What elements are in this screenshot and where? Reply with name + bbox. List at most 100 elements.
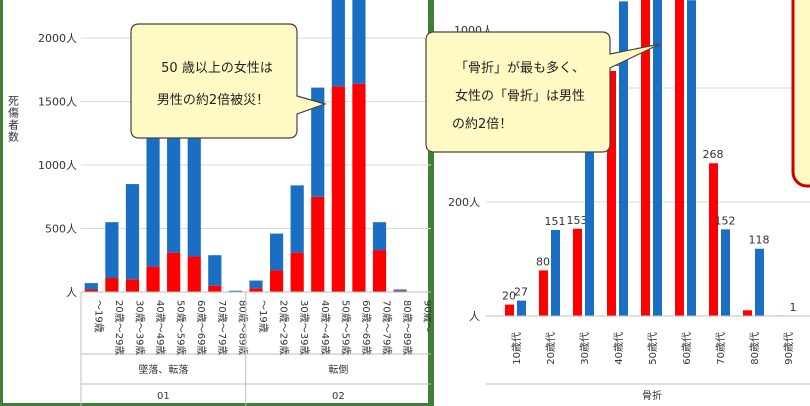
y-tick-label: 200人 [448,196,480,209]
x-category-label: 50歳代 [647,332,659,365]
x-category-label: 50歳～59歳 [339,300,351,355]
x-category-label: 30歳～39歳 [298,300,310,355]
x-category-label: 50歳～59歳 [175,300,187,355]
x-category-label: ～19歳 [92,300,104,333]
x-category-label: 80歳～89歳 [401,300,413,355]
bar-female [372,250,387,292]
bar-male [687,0,696,316]
data-label: 268 [703,148,724,161]
bar-male [755,248,764,316]
data-label: 27 [514,286,528,299]
bar-male [517,300,526,316]
x-category-label: 60歳～69歳 [360,300,372,355]
y-tick-label: 500人 [45,223,77,236]
bar-male [311,87,325,197]
data-label: 80 [536,255,550,268]
bar-female [105,278,119,292]
x-category-label: 90歳代 [783,332,795,365]
group-code-label: 02 [332,391,345,402]
bar-male [551,229,560,316]
x-category-label: 30歳代 [579,332,591,365]
bar-female [505,304,514,316]
left-chart-panel: 人 500人 1000人 1500人 2000人死傷者数 ～19歳 20歳～29歳 30歳～3… [0,0,434,406]
y-tick-label: 1500人 [38,96,77,109]
bar-female [352,83,366,292]
bar-male [721,229,730,316]
bar-female [146,266,160,292]
data-label: 1 [790,301,797,314]
x-category-label: 80歳代 [749,332,761,365]
x-axis-title: 骨折 [642,389,662,402]
bar-female [539,270,548,316]
bar-female [208,285,222,292]
bar-male [228,290,242,292]
data-label: 20 [502,290,516,303]
bar-male [249,280,263,289]
bar-male [372,222,387,251]
callout-text: 「骨折」が最も多く、 [455,60,585,76]
x-category-label: 30歳～39歳 [133,300,145,355]
y-tick-label: 2000人 [38,32,77,45]
bar-female [641,0,650,316]
y-tick-label: 人 [66,286,77,299]
bar-female [675,0,684,316]
callout-text: 男性の約2倍被災！ [157,93,269,108]
callout-text: 50 歳以上の女性は [161,60,273,76]
x-category-label: 90歳～ [422,300,434,333]
data-label: 118 [749,234,770,247]
x-category-label: 70歳～79歳 [216,300,228,355]
x-category-label: 40歳～49歳 [319,300,331,355]
bar-female [167,252,181,292]
bar-female [125,279,140,292]
bar-male [84,283,98,290]
bar-female [709,163,718,316]
bar-female [393,290,407,292]
bar-female [290,252,304,292]
callout-text: 女性の「骨折」は男性 [455,88,585,104]
x-category-label: 20歳代 [545,332,557,365]
y-axis-title: 死傷者数 [7,95,20,143]
bar-male [270,233,284,271]
bar-male [105,222,119,279]
bar-female [607,70,616,317]
callout-text: の約2倍！ [452,117,512,132]
x-category-label: ～19歳 [257,300,269,333]
x-category-label: 60歳代 [681,332,693,365]
x-category-label: 80歳～89歳 [236,300,248,355]
bar-female [187,256,201,292]
x-category-label: 70歳～79歳 [381,300,393,355]
bar-male [125,184,140,280]
note-box [791,0,810,188]
data-label: 151 [545,215,566,228]
bar-male [619,1,628,317]
x-category-label: 60歳～69歳 [195,300,207,355]
data-label: 152 [715,214,736,227]
bar-male [331,0,345,87]
bar-female [743,310,752,316]
bar-female [331,86,345,292]
bar-female [311,196,325,292]
y-tick-label: 人 [469,310,480,323]
x-category-label: 20歳～29歳 [278,300,290,355]
bar-male [290,185,304,253]
data-label: 153 [567,214,588,227]
bar-male [187,128,201,257]
bar-male [393,289,407,291]
right-chart-panel: 人200人400人1000人202710歳代8015120歳代15332130歳… [425,0,810,406]
x-category-label: 70歳代 [715,332,727,365]
group-name-label: 墜落、転落 [138,363,188,376]
bar-female [84,289,98,292]
x-category-label: 40歳～49歳 [154,300,166,355]
bar-male [352,0,366,84]
bar-female [573,228,582,316]
callout-bubble [425,31,661,153]
callout-bubble [130,23,327,139]
bar-female [270,270,284,292]
group-name-label: 転倒 [328,364,348,376]
bar-male [585,133,594,316]
group-code-label: 01 [157,391,170,402]
x-category-label: 10歳代 [511,332,523,365]
y-tick-label: 1000人 [38,159,77,172]
x-category-label: 20歳～29歳 [113,300,125,355]
